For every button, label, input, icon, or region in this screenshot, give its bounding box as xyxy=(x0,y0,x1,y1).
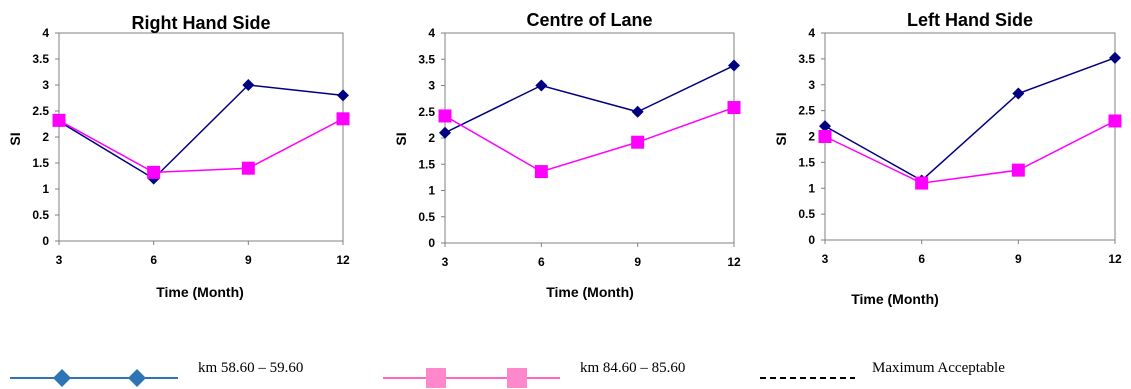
series-line-1 xyxy=(58,84,344,180)
series-line-2 xyxy=(824,120,1116,184)
y-tick-label: 3 xyxy=(428,79,435,93)
data-point-square xyxy=(52,113,66,127)
legend: km 58.60 – 59.60 km 84.60 – 85.60 Maximu… xyxy=(10,360,1005,388)
y-tick-label: 1 xyxy=(42,182,49,196)
data-point-diamond xyxy=(1109,51,1121,64)
y-axis-label: SI xyxy=(773,132,789,145)
x-tick-label: 9 xyxy=(245,253,252,267)
y-tick-label: 1 xyxy=(808,181,815,195)
chart-panel-3: Left Hand Side 0 0.5 1 1.5 2 2.5 3 3.5 4 3 6 9 12 Time… xyxy=(773,10,1122,307)
x-tick-label: 3 xyxy=(822,252,829,266)
series-line-1 xyxy=(444,64,735,134)
data-point-square xyxy=(818,130,832,143)
legend-item-series-2: km 84.60 – 85.60 xyxy=(383,360,685,388)
x-tick-label: 9 xyxy=(634,255,641,269)
data-point-square xyxy=(241,161,255,175)
data-point-diamond xyxy=(242,79,255,91)
y-tick-label: 1.5 xyxy=(798,155,815,169)
plot-area xyxy=(444,32,735,244)
y-tick-label: 0.5 xyxy=(32,208,49,222)
y-tick-label: 2 xyxy=(428,131,435,145)
legend-label-series-1: km 58.60 – 59.60 xyxy=(198,360,303,376)
x-axis-label: Time (Month) xyxy=(546,284,634,300)
y-tick-label: 4 xyxy=(808,26,815,40)
plot-area xyxy=(58,32,344,242)
data-point-diamond xyxy=(535,79,548,92)
y-tick-label: 3.5 xyxy=(418,52,435,66)
x-tick-label: 6 xyxy=(538,255,545,269)
series-line-1 xyxy=(824,57,1116,182)
data-point-diamond xyxy=(631,105,644,118)
y-tick-label: 0 xyxy=(808,233,815,247)
x-tick-label: 9 xyxy=(1015,252,1022,266)
chart-panel-2: Centre of Lane 0 0.5 1 1.5 2 2.5 3 3.5 4 3 6 9 12 Time… xyxy=(393,10,741,300)
x-axis-label: Time (Month) xyxy=(851,291,939,307)
data-point-square xyxy=(1108,114,1122,128)
chart-panel-1: Right Hand Side 0 0.5 1 1.5 2 2.5 3 3.5 4 3 6 9 12 Tim… xyxy=(7,13,350,300)
legend-diamond-marker xyxy=(53,369,71,387)
chart-title: Right Hand Side xyxy=(132,13,271,33)
legend-square-marker xyxy=(507,368,527,388)
x-tick-label: 12 xyxy=(1108,252,1122,266)
y-tick-label: 0.5 xyxy=(798,207,815,221)
legend-diamond-marker xyxy=(128,369,146,387)
chart-title: Centre of Lane xyxy=(526,10,652,30)
y-axis-label: SI xyxy=(393,132,409,145)
x-tick-label: 3 xyxy=(442,255,449,269)
data-point-square xyxy=(1011,163,1025,177)
y-tick-label: 2.5 xyxy=(32,104,49,118)
x-tick-label: 12 xyxy=(727,255,741,269)
x-axis-label: Time (Month) xyxy=(156,284,244,300)
y-axis-label: SI xyxy=(7,132,23,145)
y-tick-label: 3 xyxy=(42,78,49,92)
data-point-diamond xyxy=(819,120,831,133)
y-tick-label: 1.5 xyxy=(32,156,49,170)
data-point-square xyxy=(631,135,645,149)
y-tick-label: 2.5 xyxy=(798,104,815,118)
y-tick-label: 3.5 xyxy=(32,52,49,66)
x-tick-label: 12 xyxy=(336,253,350,267)
y-tick-label: 3.5 xyxy=(798,52,815,66)
y-tick-label: 4 xyxy=(428,26,435,40)
data-point-square xyxy=(336,112,350,126)
x-tick-label: 6 xyxy=(150,253,157,267)
y-tick-label: 2 xyxy=(808,130,815,144)
y-tick-label: 0 xyxy=(42,234,49,248)
data-point-diamond xyxy=(1012,87,1025,100)
plot-area xyxy=(824,32,1116,241)
series-line-2 xyxy=(444,106,735,173)
y-tick-label: 0 xyxy=(428,236,435,250)
y-tick-label: 1.5 xyxy=(418,157,435,171)
legend-item-max-acceptable: Maximum Acceptable xyxy=(760,360,1005,379)
legend-label-series-2: km 84.60 – 85.60 xyxy=(580,360,685,376)
legend-item-series-1: km 58.60 – 59.60 xyxy=(10,360,303,387)
y-tick-label: 2 xyxy=(42,130,49,144)
y-tick-label: 0.5 xyxy=(418,210,435,224)
data-point-square xyxy=(534,165,548,179)
data-point-square xyxy=(147,165,161,179)
legend-label-max-acceptable: Maximum Acceptable xyxy=(872,360,1005,376)
series-line-2 xyxy=(58,118,344,174)
data-point-square xyxy=(727,101,741,115)
legend-square-marker xyxy=(426,368,446,388)
y-tick-label: 3 xyxy=(808,78,815,92)
data-point-diamond xyxy=(337,89,349,102)
y-tick-label: 1 xyxy=(428,184,435,198)
data-point-diamond xyxy=(439,126,451,139)
y-tick-label: 4 xyxy=(42,26,49,40)
x-tick-label: 3 xyxy=(56,253,63,267)
data-point-square xyxy=(438,109,452,123)
x-tick-label: 6 xyxy=(918,252,925,266)
data-point-diamond xyxy=(728,59,740,72)
chart-title: Left Hand Side xyxy=(907,10,1033,30)
data-point-square xyxy=(915,176,929,190)
y-tick-label: 2.5 xyxy=(418,105,435,119)
